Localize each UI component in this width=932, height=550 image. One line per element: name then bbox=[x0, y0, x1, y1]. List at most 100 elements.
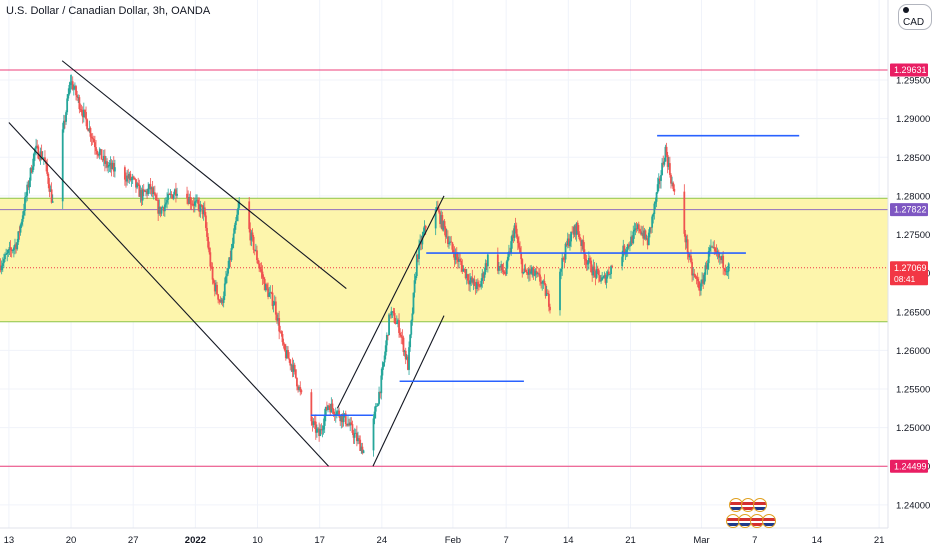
candle-up bbox=[573, 225, 576, 235]
economic-events[interactable] bbox=[726, 498, 778, 530]
trendline[interactable] bbox=[336, 195, 445, 409]
candle-up bbox=[403, 350, 406, 353]
candle-down bbox=[361, 446, 364, 454]
candle-down bbox=[444, 227, 447, 237]
candle-up bbox=[25, 195, 27, 198]
candle-down bbox=[502, 270, 505, 272]
trendline[interactable] bbox=[372, 315, 445, 467]
candle-up bbox=[150, 187, 153, 190]
candles bbox=[0, 74, 730, 457]
candle-down bbox=[112, 163, 115, 172]
candle-up bbox=[707, 250, 710, 264]
candle-down bbox=[332, 408, 335, 414]
candle-down bbox=[666, 155, 669, 167]
candle-down bbox=[519, 247, 521, 253]
candle-down bbox=[291, 364, 294, 372]
candle-up bbox=[264, 284, 267, 291]
candle-down bbox=[325, 406, 328, 410]
candle-up bbox=[372, 418, 375, 451]
candle-down bbox=[37, 146, 40, 159]
candle-up bbox=[230, 248, 233, 261]
candle-down bbox=[248, 201, 251, 230]
drawn-trendlines[interactable] bbox=[8, 60, 800, 467]
time-tick-label: Mar bbox=[693, 535, 709, 546]
candle-up bbox=[330, 403, 333, 413]
trendline[interactable] bbox=[61, 60, 347, 290]
support-resistance-zones bbox=[0, 197, 888, 323]
candle-down bbox=[270, 292, 273, 294]
candle-down bbox=[258, 263, 261, 268]
candle-up bbox=[405, 356, 408, 360]
last-price-tag-countdown: 08:41 bbox=[894, 274, 916, 284]
candle-up bbox=[353, 433, 356, 438]
level-price-tag-bg bbox=[890, 203, 928, 217]
candle-up bbox=[609, 274, 611, 275]
candle-down bbox=[577, 231, 580, 238]
candle-down bbox=[253, 249, 256, 251]
candle-down bbox=[591, 272, 594, 276]
candle-down bbox=[459, 258, 461, 262]
candle-down bbox=[642, 232, 645, 239]
candle-down bbox=[572, 232, 575, 235]
us-flag-icon[interactable] bbox=[762, 514, 776, 528]
candle-down bbox=[473, 279, 476, 286]
candle-down bbox=[348, 423, 350, 426]
candle-down bbox=[582, 240, 585, 250]
candle-down bbox=[705, 265, 708, 269]
candle-down bbox=[670, 174, 672, 184]
candle-up bbox=[147, 188, 150, 195]
candle-up bbox=[523, 268, 526, 272]
candle-up bbox=[232, 233, 235, 244]
candle-up bbox=[335, 411, 338, 416]
candle-down bbox=[87, 129, 90, 132]
candle-up bbox=[622, 245, 625, 257]
candle-up bbox=[337, 410, 339, 412]
candle-up bbox=[663, 161, 666, 165]
candle-up bbox=[31, 166, 34, 173]
candle-down bbox=[106, 161, 109, 168]
candle-up bbox=[5, 254, 8, 255]
candle-up bbox=[319, 429, 322, 437]
currency-button[interactable]: CAD bbox=[898, 4, 932, 30]
candle-down bbox=[328, 405, 331, 408]
candle-down bbox=[30, 168, 33, 173]
candle-up bbox=[600, 280, 602, 282]
candle-up bbox=[82, 109, 85, 118]
candle-up bbox=[380, 375, 383, 394]
candle-up bbox=[462, 268, 465, 272]
candle-down bbox=[538, 273, 540, 275]
candle-down bbox=[668, 163, 671, 175]
candle-down bbox=[441, 215, 444, 230]
candle-down bbox=[156, 199, 158, 201]
zone-rect bbox=[0, 198, 888, 322]
time-axis[interactable]: 13 20 27 2022 10 17 24 Feb 7 14 21 Mar 7 14 21 bbox=[0, 527, 888, 550]
candle-down bbox=[525, 271, 528, 273]
candle-up bbox=[657, 178, 660, 185]
candle-up bbox=[19, 224, 22, 233]
candle-up bbox=[706, 263, 709, 269]
candle-up bbox=[22, 210, 25, 216]
candle-up bbox=[223, 283, 226, 297]
candle-down bbox=[665, 146, 668, 156]
trendline[interactable] bbox=[8, 122, 329, 467]
candle-down bbox=[75, 86, 77, 96]
candle-down bbox=[544, 283, 547, 296]
candle-up bbox=[661, 162, 664, 175]
candle-up bbox=[158, 206, 161, 214]
candle-down bbox=[64, 120, 66, 122]
candle-up bbox=[347, 423, 349, 426]
candle-up bbox=[413, 280, 416, 293]
candle-up bbox=[169, 194, 172, 195]
candle-down bbox=[594, 271, 597, 278]
candle-up bbox=[385, 335, 388, 346]
candle-up bbox=[11, 250, 14, 252]
candle-up bbox=[4, 254, 6, 260]
candle-down bbox=[149, 184, 152, 190]
candle-down bbox=[407, 356, 409, 370]
price-tick-label: 1.29000 bbox=[896, 114, 930, 125]
candle-up bbox=[726, 271, 729, 273]
us-flag-icon[interactable] bbox=[753, 498, 767, 512]
candle-up bbox=[522, 271, 525, 274]
candle-down bbox=[189, 197, 192, 204]
